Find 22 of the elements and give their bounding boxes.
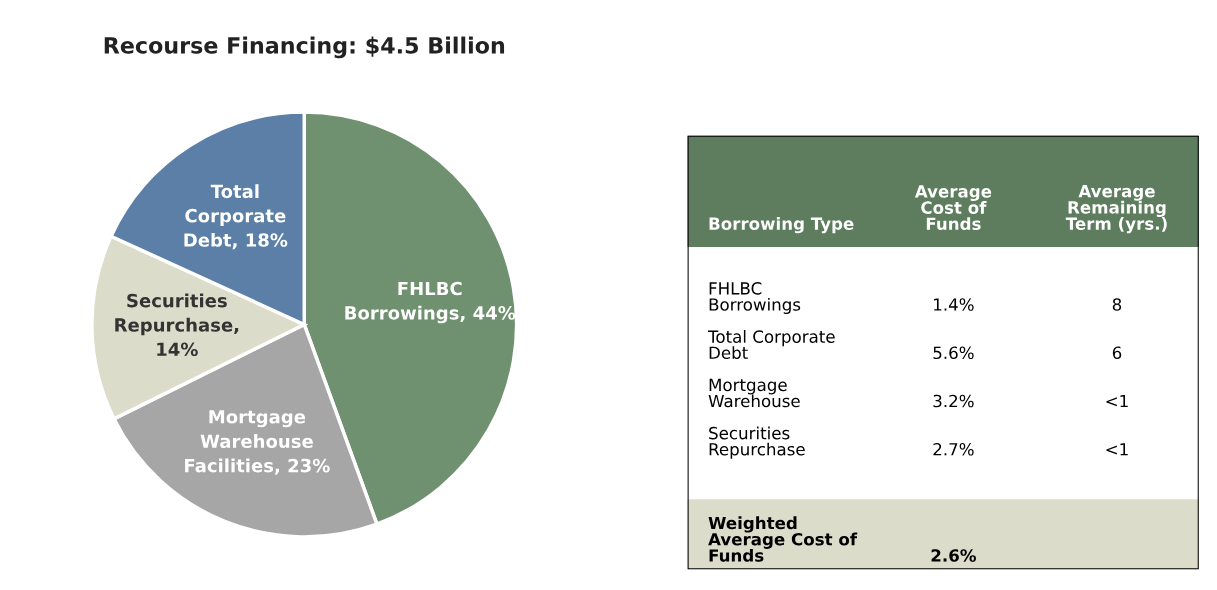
- text: Weighted Average Cost of Funds: [708, 516, 858, 562]
- category-label: Borrowing Type: [709, 217, 854, 234]
- slice-label: Total Corporate Debt, 18%: [184, 184, 288, 250]
- text: <1: [1106, 443, 1128, 456]
- category-label: Average Cost of Funds: [914, 185, 992, 231]
- text: <1: [1106, 394, 1128, 408]
- slice-label: Securities Repurchase, 14%: [115, 293, 239, 357]
- category-label: Average Remaining Term (yrs.): [1065, 185, 1167, 234]
- text: Total Corporate Debt: [708, 330, 835, 360]
- text: 2.7%: [933, 442, 974, 456]
- text: Mortgage Warehouse: [708, 378, 800, 408]
- text: 6: [1112, 346, 1122, 360]
- chart-title: Recourse Financing: $4.5 Billion: [104, 36, 505, 59]
- text: 8: [1112, 298, 1122, 311]
- slice-label: FHLBC Borrowings, 44%: [345, 281, 516, 324]
- text: FHLBC Borrowings: [709, 282, 801, 315]
- text: 2.6%: [931, 549, 976, 562]
- text: 1.4%: [934, 298, 974, 311]
- text: 5.6%: [933, 346, 974, 360]
- slice-label: Mortgage Warehouse Facilities, 23%: [185, 410, 330, 475]
- text: 3.2%: [933, 394, 974, 408]
- text: Securities Repurchase: [709, 426, 805, 459]
